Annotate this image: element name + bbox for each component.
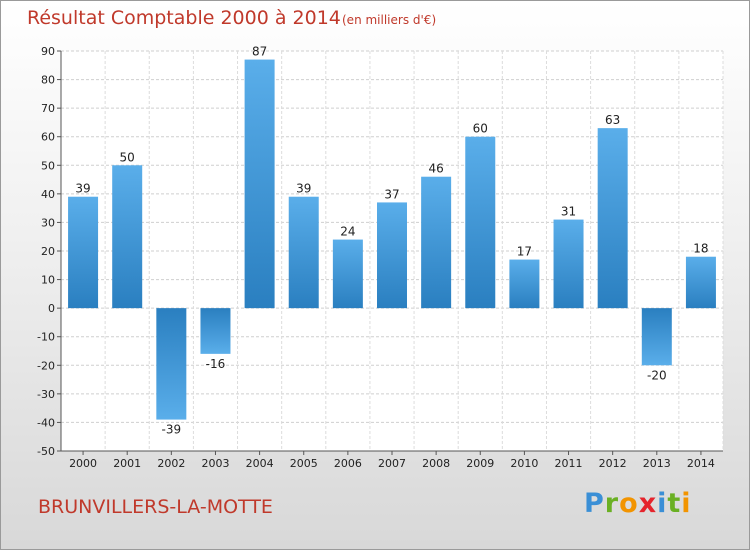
y-tick-label: 30	[41, 216, 55, 229]
y-tick-label: -20	[37, 359, 55, 372]
data-label-2008: 46	[428, 162, 443, 176]
bar-2001	[112, 165, 143, 309]
y-tick-label: 10	[41, 274, 55, 287]
y-tick-label: -10	[37, 331, 55, 344]
bar-2012	[597, 128, 628, 309]
bar-2009	[465, 136, 496, 309]
x-tick-label: 2005	[290, 457, 318, 470]
logo-letter: o	[619, 488, 639, 519]
chart-subtitle: (en milliers d'€)	[342, 13, 437, 27]
logo-letter: i	[657, 488, 668, 519]
data-label-2003: -16	[206, 357, 226, 371]
data-label-2007: 37	[384, 187, 399, 201]
y-tick-label: 60	[41, 131, 55, 144]
x-tick-label: 2014	[687, 457, 715, 470]
data-label-2011: 31	[561, 205, 576, 219]
data-label-2002: -39	[162, 423, 182, 437]
chart-title: Résultat Comptable 2000 à 2014	[27, 7, 341, 29]
data-label-2009: 60	[473, 122, 488, 136]
x-tick-label: 2006	[334, 457, 362, 470]
y-tick-label: -30	[37, 388, 55, 401]
x-tick-label: 2003	[201, 457, 229, 470]
x-tick-label: 2010	[510, 457, 538, 470]
logo-letter: t	[667, 488, 682, 519]
y-tick-label: 80	[41, 74, 55, 87]
proxiti-logo[interactable]: Proxiti	[584, 488, 692, 519]
bar-2013	[641, 308, 672, 366]
x-tick-label: 2012	[599, 457, 627, 470]
logo-letter: r	[604, 488, 620, 519]
x-tick-label: 2001	[113, 457, 141, 470]
bar-2006	[332, 239, 363, 309]
x-tick-label: 2007	[378, 457, 406, 470]
x-tick-label: 2002	[157, 457, 185, 470]
data-label-2012: 63	[605, 113, 620, 127]
x-tick-label: 2008	[422, 457, 450, 470]
bar-2005	[288, 196, 319, 309]
y-tick-label: 40	[41, 188, 55, 201]
logo-letter: x	[638, 488, 658, 519]
data-label-2004: 87	[252, 45, 267, 59]
bar-2007	[377, 202, 407, 309]
bar-2004	[244, 59, 275, 309]
x-tick-label: 2013	[643, 457, 671, 470]
bar-2002	[156, 308, 187, 420]
y-tick-label: 0	[48, 302, 55, 315]
bar-2014	[685, 256, 716, 309]
y-tick-label: 90	[41, 45, 55, 58]
commune-name: BRUNVILLERS-LA-MOTTE	[38, 496, 273, 518]
y-tick-label: -50	[37, 445, 55, 458]
data-label-2014: 18	[693, 242, 708, 256]
x-tick-label: 2000	[69, 457, 97, 470]
data-label-2005: 39	[296, 182, 311, 196]
logo-letter: i	[681, 488, 692, 519]
y-tick-label: -40	[37, 416, 55, 429]
data-label-2010: 17	[517, 245, 532, 259]
x-tick-label: 2011	[555, 457, 583, 470]
bar-2008	[421, 176, 452, 309]
bar-2003	[200, 308, 231, 354]
data-label-2000: 39	[75, 182, 90, 196]
data-label-2006: 24	[340, 225, 355, 239]
x-tick-label: 2009	[466, 457, 494, 470]
bar-2011	[553, 219, 584, 309]
bar-2000	[68, 196, 99, 309]
bar-2010	[509, 259, 540, 309]
data-label-2001: 50	[120, 150, 135, 164]
y-tick-label: 70	[41, 102, 55, 115]
y-tick-label: 50	[41, 159, 55, 172]
y-tick-label: 20	[41, 245, 55, 258]
logo-letter: P	[584, 488, 605, 519]
x-tick-label: 2004	[246, 457, 274, 470]
data-label-2013: -20	[647, 368, 667, 382]
